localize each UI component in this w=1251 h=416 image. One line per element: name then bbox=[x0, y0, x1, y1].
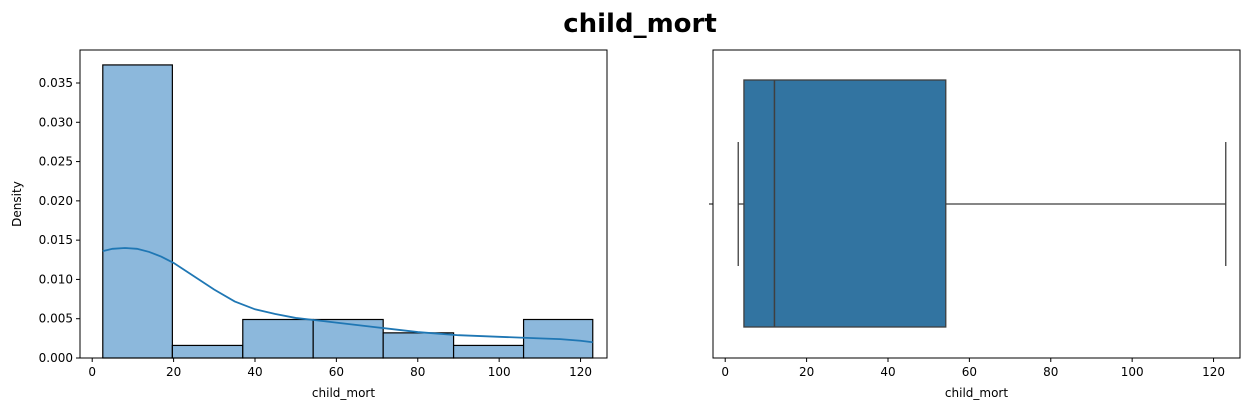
histogram-bar bbox=[452, 344, 525, 359]
histogram-bar bbox=[171, 344, 244, 359]
x-tick-label: 40 bbox=[247, 365, 262, 379]
y-tick-label: 0.030 bbox=[39, 115, 73, 129]
histogram-bar bbox=[382, 332, 455, 359]
box-iqr bbox=[743, 79, 947, 328]
x-tick-label: 120 bbox=[1202, 365, 1225, 379]
y-tick-label: 0.020 bbox=[39, 194, 73, 208]
y-tick-label: 0.005 bbox=[39, 312, 73, 326]
x-tick-label: 20 bbox=[166, 365, 181, 379]
x-tick-label: 100 bbox=[1121, 365, 1144, 379]
y-tick-label: 0.025 bbox=[39, 155, 73, 169]
x-tick-label: 100 bbox=[488, 365, 511, 379]
x-axis-label: child_mort bbox=[945, 386, 1008, 400]
y-tick-label: 0.010 bbox=[39, 272, 73, 286]
y-axis-label: Density bbox=[10, 181, 24, 227]
y-tick-label: 0.035 bbox=[39, 76, 73, 90]
x-axis-label: child_mort bbox=[312, 386, 375, 400]
x-tick-label: 120 bbox=[569, 365, 592, 379]
x-tick-label: 40 bbox=[880, 365, 895, 379]
boxplot-panel: 0 20 40 60 80 100 120 child_mort bbox=[709, 49, 1241, 400]
x-tick-label: 60 bbox=[329, 365, 344, 379]
figure-title: child_mort bbox=[563, 9, 717, 39]
kde-line bbox=[102, 247, 593, 344]
x-tick-label: 80 bbox=[1043, 365, 1058, 379]
y-tick-label: 0.015 bbox=[39, 233, 73, 247]
histogram-axes-frame bbox=[79, 49, 608, 359]
histogram-panel: 0 20 40 60 80 100 120 0.000 0.005 0.010 0.015 0.020… bbox=[10, 49, 608, 400]
histogram-bar bbox=[242, 318, 314, 359]
x-tick-label: 80 bbox=[410, 365, 425, 379]
x-tick-label: 20 bbox=[799, 365, 814, 379]
x-tick-label: 0 bbox=[721, 365, 729, 379]
x-tick-label: 60 bbox=[962, 365, 977, 379]
x-tick-label: 0 bbox=[88, 365, 96, 379]
y-tick-label: 0.000 bbox=[39, 351, 73, 365]
histogram-bar bbox=[102, 64, 173, 359]
histogram-bar bbox=[312, 318, 384, 359]
